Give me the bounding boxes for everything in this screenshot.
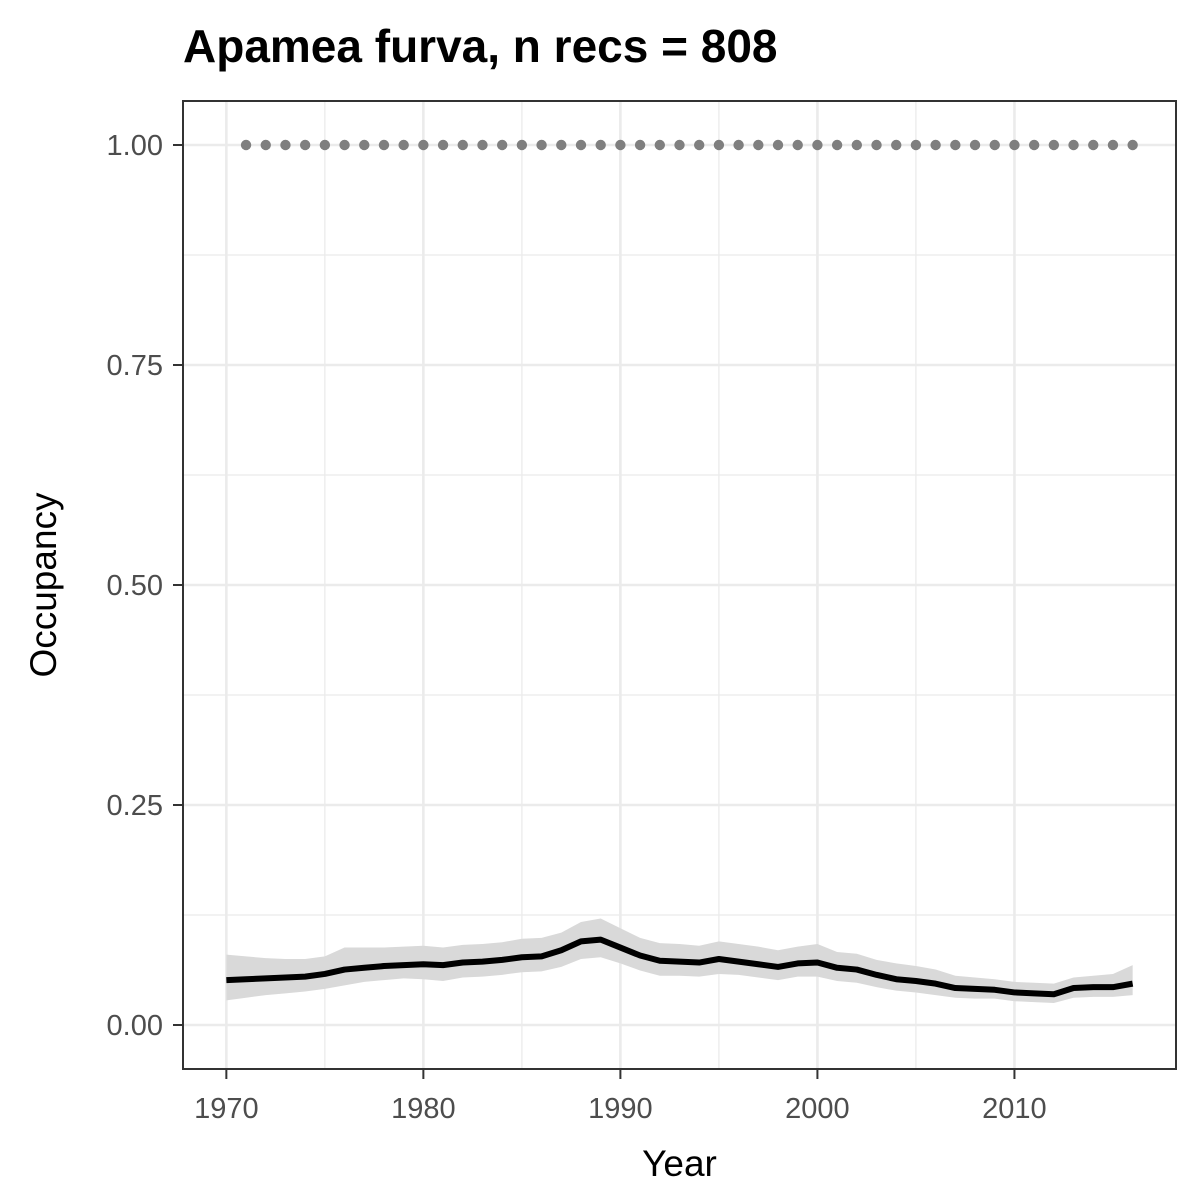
x-tick-label: 2010 <box>982 1093 1047 1125</box>
data-point <box>299 139 311 151</box>
data-point <box>339 139 350 151</box>
data-point <box>989 139 1000 151</box>
data-point <box>615 139 626 151</box>
data-point <box>634 139 646 151</box>
x-tick-label: 1980 <box>391 1093 456 1125</box>
data-point <box>457 139 468 151</box>
y-tick-label: 1.00 <box>107 130 163 162</box>
y-tick-label: 0.50 <box>107 570 163 602</box>
data-point <box>812 139 823 151</box>
data-point <box>1088 139 1099 151</box>
data-point <box>969 139 981 151</box>
data-point <box>496 139 508 151</box>
data-point <box>1068 139 1079 151</box>
data-point <box>733 139 744 151</box>
data-point <box>1009 139 1020 151</box>
data-point <box>437 139 449 151</box>
data-point <box>516 139 528 151</box>
data-point <box>1028 139 1040 151</box>
y-tick-label: 0.00 <box>107 1010 163 1042</box>
data-point <box>398 139 409 151</box>
occupancy-line <box>226 936 1134 998</box>
data-point <box>477 139 488 151</box>
data-point <box>674 139 685 151</box>
y-tick-label: 0.75 <box>107 350 163 382</box>
x-tick-label: 1970 <box>194 1093 259 1125</box>
data-point <box>910 139 922 151</box>
data-point <box>378 139 390 151</box>
data-point <box>950 139 961 151</box>
chart-title: Apamea furva, n recs = 808 <box>183 20 778 72</box>
points-layer <box>240 139 1138 151</box>
data-point <box>871 139 882 151</box>
data-point <box>713 139 725 151</box>
occupancy-line-layer <box>226 936 1134 998</box>
data-point <box>1048 139 1060 151</box>
data-point <box>280 139 291 151</box>
data-point <box>556 139 567 151</box>
data-point <box>359 139 370 151</box>
x-axis: 1970 1980 1990 2000 2010 <box>194 1069 1047 1125</box>
data-point <box>891 139 902 151</box>
data-point <box>595 139 606 151</box>
data-point <box>930 139 941 151</box>
y-tick-label: 0.25 <box>107 790 163 822</box>
data-point <box>772 139 784 151</box>
x-tick-label: 1990 <box>588 1093 653 1125</box>
data-point <box>654 139 665 151</box>
y-axis-title: Occupancy <box>23 492 64 678</box>
data-point <box>240 139 252 151</box>
data-point <box>694 139 705 151</box>
data-point <box>792 139 803 151</box>
data-point <box>260 139 271 151</box>
data-point <box>831 139 843 151</box>
data-point <box>319 139 331 151</box>
data-point <box>851 139 863 151</box>
y-axis: 0.00 0.25 0.50 0.75 1.00 <box>107 130 183 1042</box>
x-tick-label: 2000 <box>785 1093 850 1125</box>
data-point <box>536 139 547 151</box>
data-point <box>418 139 429 151</box>
data-point <box>753 139 764 151</box>
data-point <box>1127 139 1138 151</box>
data-point <box>1107 139 1119 151</box>
data-point <box>575 139 587 151</box>
gridlines <box>183 101 1176 1069</box>
x-axis-title: Year <box>642 1143 717 1184</box>
